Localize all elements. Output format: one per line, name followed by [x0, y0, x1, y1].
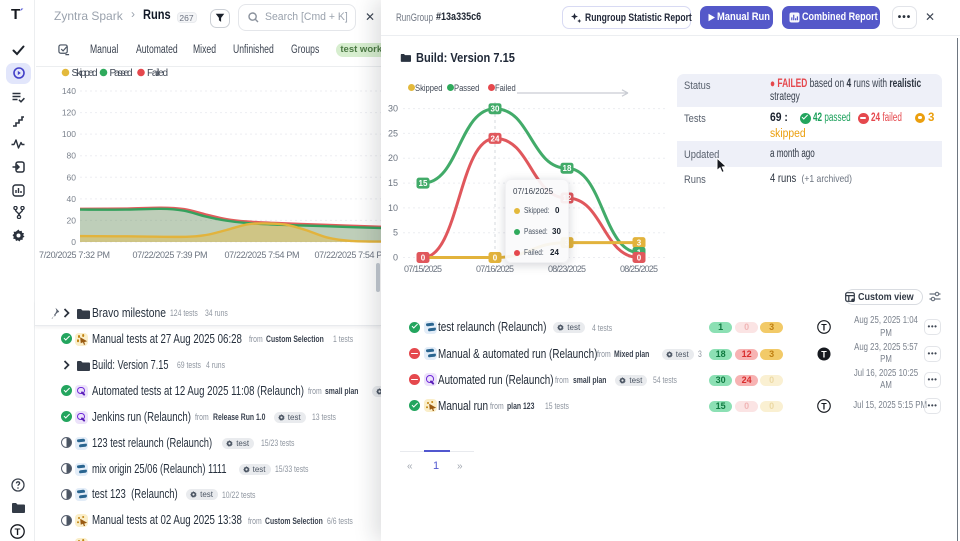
svg-text:08/25/2025: 08/25/2025	[620, 264, 658, 274]
svg-text:30: 30	[388, 104, 398, 114]
svg-text:T: T	[15, 527, 21, 538]
svg-text:T: T	[821, 322, 827, 332]
svg-text:Skipped: Skipped	[72, 68, 98, 79]
svg-text:3: 3	[637, 239, 642, 248]
svg-text:5: 5	[393, 228, 398, 238]
svg-text:0: 0	[393, 253, 398, 263]
svg-text:0: 0	[421, 253, 426, 262]
svg-text:15: 15	[388, 178, 398, 188]
svg-text:20: 20	[67, 215, 77, 225]
svg-text:07/15/2025: 07/15/2025	[404, 264, 442, 274]
svg-text:10: 10	[388, 203, 398, 213]
svg-text:T: T	[821, 401, 827, 411]
svg-text:25: 25	[388, 128, 398, 138]
svg-text:0: 0	[637, 253, 642, 262]
svg-text:0: 0	[71, 237, 76, 247]
svg-text:07/16/2025: 07/16/2025	[476, 264, 514, 274]
svg-text:18: 18	[563, 164, 572, 173]
svg-text:08/23/2025: 08/23/2025	[548, 264, 586, 274]
svg-text:T: T	[821, 349, 827, 359]
svg-text:7/20/2025 7:32 PM: 7/20/2025 7:32 PM	[39, 250, 110, 260]
svg-text:Failed: Failed	[147, 68, 168, 79]
svg-text:07/22/2025 7:39 PM: 07/22/2025 7:39 PM	[133, 250, 208, 260]
svg-text:30: 30	[491, 105, 500, 114]
svg-text:20: 20	[388, 153, 398, 163]
svg-text:120: 120	[62, 108, 76, 118]
svg-text:40: 40	[67, 194, 77, 204]
svg-text:140: 140	[62, 86, 76, 96]
svg-text:07/22/2025 7:54 PM: 07/22/2025 7:54 PM	[315, 250, 387, 260]
svg-text:24: 24	[491, 134, 500, 143]
svg-text:07/22/2025 7:54 PM: 07/22/2025 7:54 PM	[225, 250, 300, 260]
svg-text:100: 100	[62, 129, 76, 139]
svg-text:Passed: Passed	[110, 68, 133, 79]
svg-text:0: 0	[493, 253, 498, 262]
svg-text:15: 15	[419, 179, 428, 188]
svg-text:80: 80	[67, 151, 77, 161]
svg-text:60: 60	[67, 172, 77, 182]
